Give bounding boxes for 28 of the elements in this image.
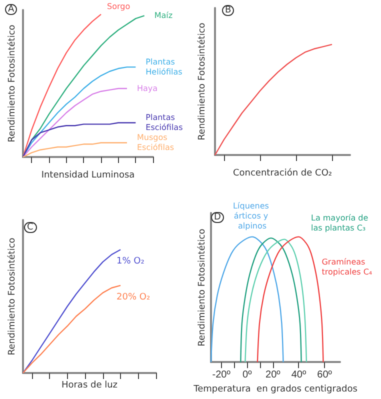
- chart-title: C: [27, 222, 34, 232]
- x-tick-label: 40º: [291, 370, 306, 381]
- x-tick-label: 0º: [242, 370, 252, 381]
- chart-title: A: [8, 4, 15, 14]
- text: La mayoría de las plantas C₃: [310, 214, 371, 233]
- series-label: Gramíneas tropicales C₄: [322, 257, 372, 276]
- series-label: Plantas Heliófilas: [146, 58, 182, 77]
- x-tick-label: -20º: [212, 370, 231, 381]
- x-tick-label: 20º: [266, 370, 281, 381]
- y-axis-title: Rendimiento Fotosintético: [6, 24, 18, 142]
- series-label: Sorgo: [107, 2, 130, 11]
- chart-title: B: [225, 6, 232, 16]
- series-label: Maíz: [154, 11, 173, 20]
- x-axis-title: Horas de luz: [61, 380, 118, 390]
- x-axis-title: Concentración de CO₂: [232, 168, 332, 178]
- chart-title: D: [214, 212, 221, 222]
- x-axis-title: Intensidad Luminosa: [41, 170, 135, 180]
- series-label: 1% O₂: [116, 256, 145, 267]
- series-label: Haya: [137, 84, 158, 93]
- y-axis-title: Rendimiento Fotosintético: [196, 22, 208, 140]
- series-label: Plantas Esciófilas: [146, 113, 183, 132]
- x-tick-label: 60º: [317, 370, 332, 381]
- x-axis-title: Temperatura en grados centigrados: [192, 384, 358, 394]
- series-label: Líquenes árticos y alpinos: [233, 201, 272, 230]
- series-label: Musgos Esciófilas: [137, 133, 174, 152]
- y-axis-title: Rendimiento Fotosintético: [196, 228, 208, 346]
- series-label: 20% O₂: [116, 292, 150, 302]
- y-axis-title: Rendimiento Fotosintético: [6, 237, 18, 356]
